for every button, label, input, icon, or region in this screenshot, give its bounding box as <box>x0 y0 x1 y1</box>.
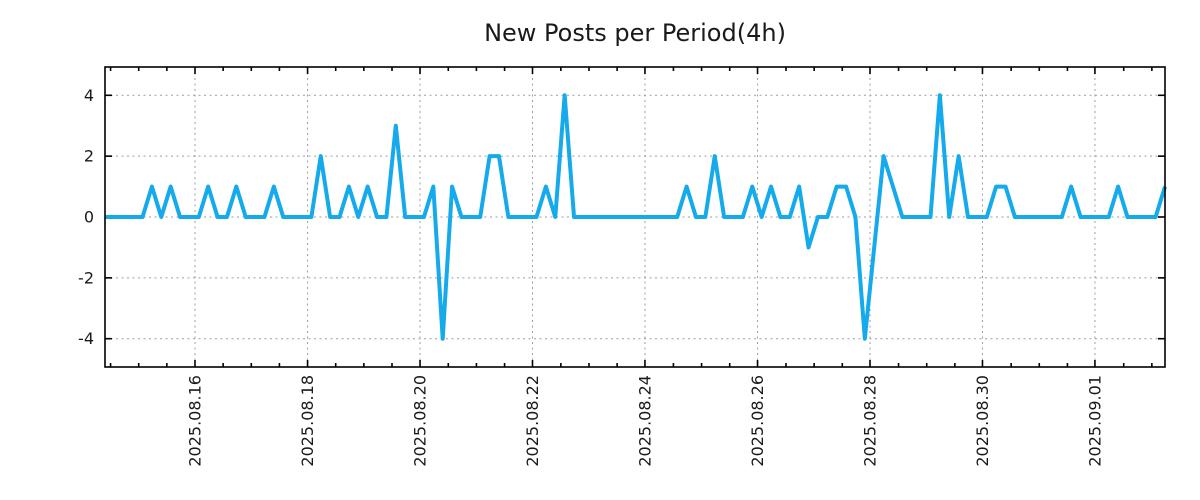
y-tick-label: -2 <box>78 268 94 287</box>
plot-border <box>104 66 1166 368</box>
x-tick-label: 2025.08.28 <box>861 375 880 467</box>
x-tick-label: 2025.08.16 <box>185 375 204 467</box>
y-tick-label: 0 <box>84 208 94 227</box>
chart-title: New Posts per Period(4h) <box>484 19 786 47</box>
y-tick-label: 4 <box>84 86 94 105</box>
x-tick-label: 2025.08.18 <box>298 375 317 467</box>
series-line <box>105 93 1167 341</box>
label-layer: 4 2 0 -2 -4 2025.08.16 2025.08.18 2025.08.20 202… <box>78 86 1104 467</box>
x-tick-label: 2025.08.30 <box>973 375 992 467</box>
series-layer <box>105 93 1167 341</box>
y-tick-label: -4 <box>78 329 94 348</box>
x-tick-label: 2025.08.26 <box>748 375 767 467</box>
x-tick-label: 2025.08.20 <box>411 375 430 467</box>
y-tick-label: 2 <box>84 147 94 166</box>
x-tick-label: 2025.08.24 <box>635 375 654 467</box>
x-tick-label: 2025.08.22 <box>523 375 542 467</box>
x-tick-label: 2025.09.01 <box>1085 375 1104 467</box>
